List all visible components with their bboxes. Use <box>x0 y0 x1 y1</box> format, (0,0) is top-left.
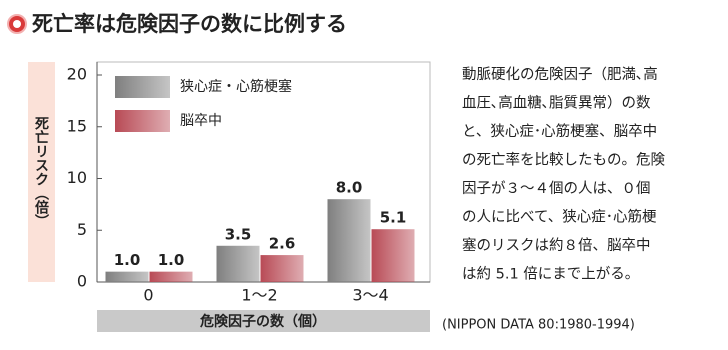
y-tick-label: 5 <box>77 220 87 239</box>
value-label: 8.0 <box>336 179 363 197</box>
bar <box>260 255 304 282</box>
bar <box>105 271 149 282</box>
value-label: 1.0 <box>114 251 141 269</box>
x-tick-label: 0 <box>143 286 153 305</box>
y-label-panel <box>28 62 55 282</box>
y-axis-label: 死亡リスク（倍） <box>33 116 50 228</box>
legend-swatch <box>115 110 170 132</box>
description-line: 血圧､高血糖､脂質異常）の数 <box>462 94 651 112</box>
x-tick-label: 3～4 <box>352 286 388 305</box>
y-tick-label: 10 <box>67 168 87 187</box>
title-bullet-center <box>13 20 21 28</box>
source: (NIPPON DATA 80:1980-1994) <box>442 318 635 333</box>
legend-swatch <box>115 76 170 98</box>
value-label: 5.1 <box>380 209 407 227</box>
chart-title: 死亡率は危険因子の数に比例する <box>32 12 347 36</box>
value-label: 3.5 <box>225 225 252 243</box>
description-line: は約 5.1 倍にまで上がる。 <box>462 266 639 283</box>
x-label-panel <box>97 310 430 332</box>
description-line: の人に比べて、狭心症･心筋梗 <box>462 209 657 226</box>
legend-label: 脳卒中 <box>180 113 222 129</box>
x-axis-label: 危険因子の数（個） <box>199 313 326 330</box>
value-label: 1.0 <box>158 251 185 269</box>
value-label: 2.6 <box>269 235 296 253</box>
x-tick-label: 1～2 <box>241 286 277 305</box>
bar <box>216 245 260 282</box>
description-line: の死亡率を比較したもの。危険 <box>462 151 665 169</box>
y-tick-label: 0 <box>77 272 87 291</box>
bar <box>149 271 193 282</box>
description-line: 因子が３～４個の人は、０個 <box>462 180 651 197</box>
legend-label: 狭心症・心筋梗塞 <box>180 78 292 95</box>
bar <box>327 199 371 282</box>
description-line: 動脈硬化の危険因子（肥満､高 <box>462 66 658 83</box>
description-line: 塞のリスクは約８倍、脳卒中 <box>462 236 651 254</box>
y-tick-label: 15 <box>67 116 87 135</box>
y-tick-label: 20 <box>67 65 87 84</box>
description-line: と、狭心症･心筋梗塞、脳卒中 <box>462 122 657 140</box>
bar <box>371 229 415 282</box>
